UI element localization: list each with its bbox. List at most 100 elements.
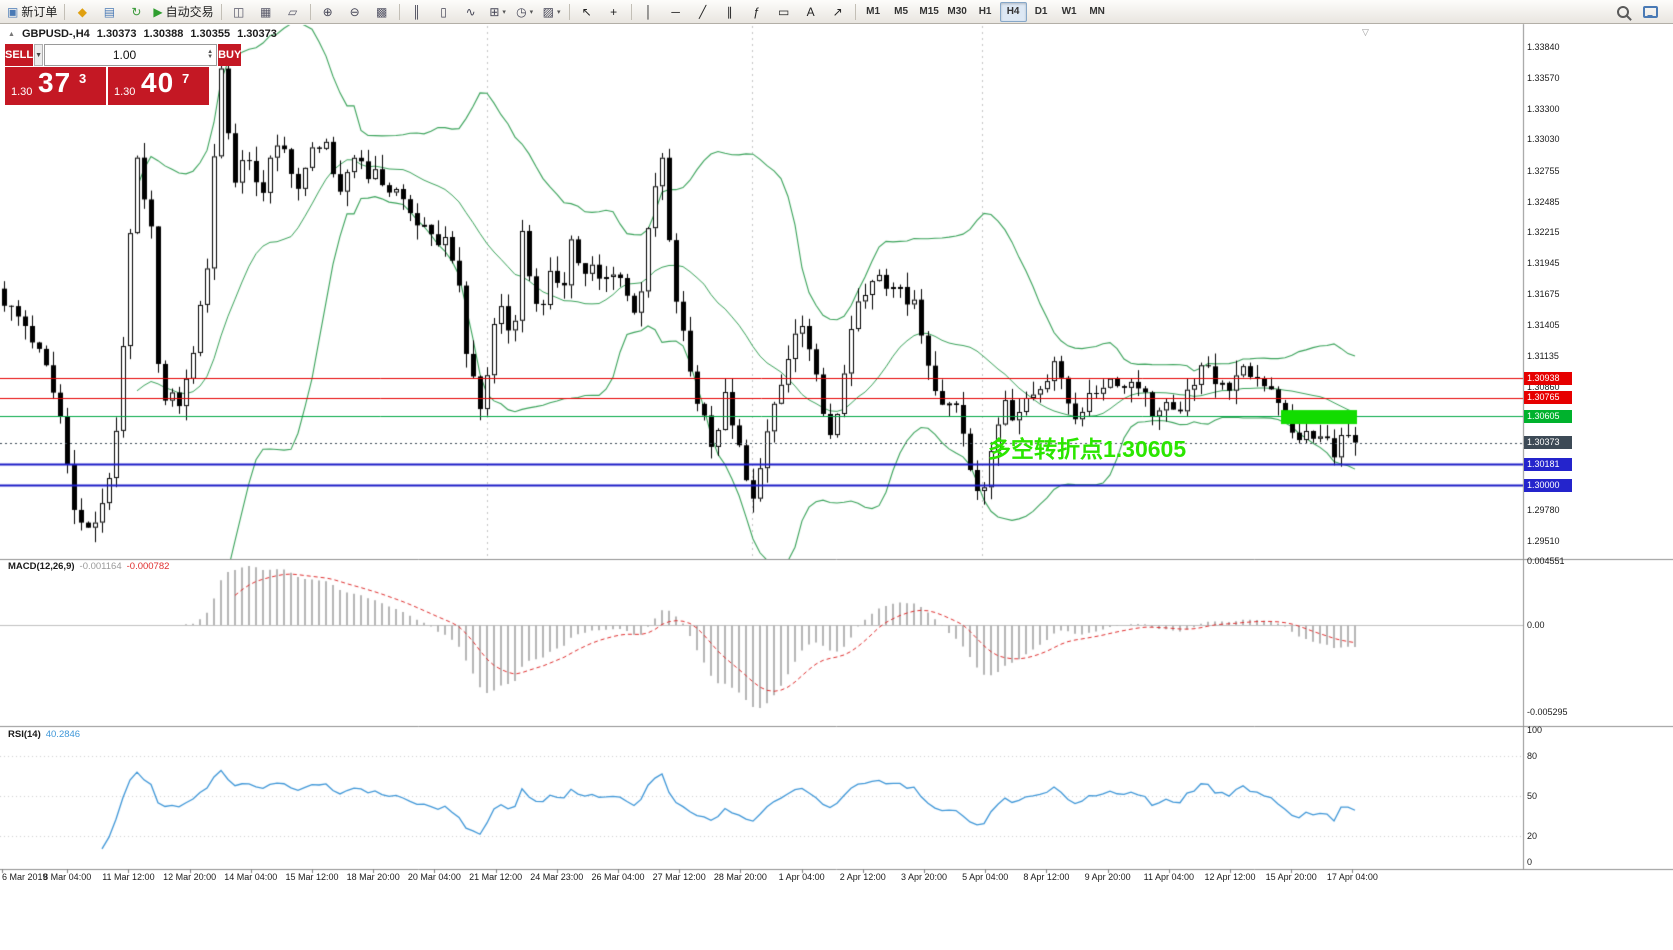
sep-4 — [398, 3, 400, 20]
new-chart-button[interactable]: ⊞ ▾ — [485, 1, 511, 23]
macd-axis-label: -0.005295 — [1527, 707, 1568, 717]
timeframe-w1[interactable]: W1 — [1061, 6, 1077, 17]
arrows-button[interactable]: ↗ — [825, 1, 851, 23]
trendline-button[interactable]: ╱ — [690, 1, 716, 23]
cascade-windows-button[interactable]: ▱ — [280, 1, 306, 23]
autotrading-button[interactable]: ▶ 自动交易 — [150, 1, 216, 23]
rsi-axis-label: 50 — [1527, 791, 1538, 801]
sell-button[interactable]: SELL — [5, 44, 34, 66]
price-axis-label: 1.31675 — [1527, 289, 1560, 299]
time-axis-label: 21 Mar 12:00 — [469, 872, 523, 882]
zoom-out-icon: ⊖ — [349, 4, 360, 19]
turning-point-annotation: 多空转折点1.30605 — [988, 436, 1187, 462]
bar-chart-button[interactable]: ║ — [404, 1, 430, 23]
spinner-up-icon[interactable]: ▲ — [207, 49, 214, 55]
trade-panel-dropdown[interactable]: ▼ — [34, 44, 44, 66]
sep-6 — [630, 3, 632, 20]
time-axis-label: 6 Mar 2019 — [2, 872, 48, 882]
sep-1 — [64, 3, 66, 20]
new-chart-icon: ⊞ — [489, 4, 500, 19]
tile-windows-icon: ◫ — [232, 4, 245, 19]
arrange-windows-icon: ▦ — [259, 4, 272, 19]
toolbar: ▣ 新订单 ◆ ▤ ↻ ▶ 自动交易 ◫ ▦ ▱ ⊕ ⊖ ▩ ║ ▯ ∿ ⊞ ▾ ◷ ▾ ▨ ▾ ↖ + │ ─ ╱ ∥ ƒ ▭ A ↗ M1… — [0, 0, 1673, 24]
arrange-windows-button[interactable]: ▦ — [253, 1, 279, 23]
search-button[interactable] — [1610, 1, 1636, 23]
chevron-down-icon: ▼ — [35, 51, 43, 59]
price-axis-label: 1.32755 — [1527, 165, 1560, 176]
price-axis-label: 1.31405 — [1527, 319, 1560, 330]
line-chart-icon: ∿ — [465, 4, 476, 19]
rsi-name: RSI(14) — [8, 729, 41, 740]
chat-icon — [1642, 5, 1658, 18]
price-axis-label: 1.33570 — [1527, 72, 1560, 83]
refresh-button[interactable]: ↻ — [123, 1, 149, 23]
spinner-down-icon[interactable]: ▼ — [207, 54, 214, 60]
candlestick-button[interactable]: ▯ — [431, 1, 457, 23]
templates-icon: ▨ — [542, 4, 555, 19]
timeframe-mn[interactable]: MN — [1089, 6, 1105, 17]
price-axis-label: 1.32215 — [1527, 227, 1560, 238]
chat-button[interactable] — [1637, 1, 1663, 23]
tile-windows-button[interactable]: ◫ — [226, 1, 252, 23]
line-chart-button[interactable]: ∿ — [458, 1, 484, 23]
time-axis-label: 20 Mar 04:00 — [407, 872, 461, 882]
fibonacci-button[interactable]: ƒ — [744, 1, 770, 23]
timeframe-m1[interactable]: M1 — [866, 6, 881, 17]
market-watch-button[interactable]: ▤ — [96, 1, 122, 23]
time-axis-label: 9 Apr 20:00 — [1084, 872, 1131, 882]
rsi-value: 40.2846 — [45, 729, 81, 740]
market-watch-icon: ▤ — [103, 4, 116, 19]
zoom-out-button[interactable]: ⊖ — [342, 1, 368, 23]
buy-price-box[interactable]: 1.30 40 7 — [108, 67, 209, 105]
text-icon: A — [806, 4, 815, 19]
zoom-in-button[interactable]: ⊕ — [315, 1, 341, 23]
metaquotes-button[interactable]: ◆ — [69, 1, 95, 23]
sell-price-box[interactable]: 1.30 37 3 — [5, 67, 106, 105]
new-order-icon: ▣ — [7, 4, 19, 19]
timeframe-m30[interactable]: M30 — [947, 6, 967, 17]
shapes-button[interactable]: ▭ — [771, 1, 797, 23]
ohlc-high: 1.30388 — [143, 28, 184, 40]
time-axis-label: 24 Mar 23:00 — [530, 872, 584, 882]
macd-axis-label: 0.004551 — [1527, 556, 1565, 566]
crosshair-button[interactable]: + — [601, 1, 627, 23]
sep-7 — [854, 3, 856, 20]
ohlc-close: 1.30373 — [237, 28, 277, 40]
autotrading-play-icon: ▶ — [153, 4, 163, 19]
templates-button[interactable]: ▨ ▾ — [539, 1, 565, 23]
cursor-button[interactable]: ↖ — [574, 1, 600, 23]
buy-button[interactable]: BUY — [218, 44, 242, 66]
rsi-axis-label: 100 — [1527, 725, 1543, 735]
price-axis-label: 1.29510 — [1527, 536, 1560, 546]
time-axis-label: 12 Mar 20:00 — [163, 872, 217, 882]
horizontal-line-button[interactable]: ─ — [663, 1, 689, 23]
price-axis-label: 1.30860 — [1527, 381, 1560, 392]
timeframe-d1[interactable]: D1 — [1034, 6, 1048, 17]
time-axis-label: 8 Mar 04:00 — [43, 872, 92, 882]
vertical-line-button[interactable]: │ — [636, 1, 662, 23]
volume-input[interactable] — [45, 47, 205, 63]
timeframe-m5[interactable]: M5 — [894, 6, 909, 17]
price-axis-label: 1.33840 — [1527, 42, 1560, 52]
clock-icon: ◷ — [516, 4, 527, 19]
sell-price-sup: 3 — [79, 71, 87, 86]
trendline-icon: ╱ — [698, 4, 707, 19]
grid-button[interactable]: ▩ — [369, 1, 395, 23]
timeframe-m15[interactable]: M15 — [919, 6, 939, 17]
macd-indicator-label: MACD(12,26,9) -0.001164 -0.000782 — [8, 561, 169, 572]
timeframe-h1[interactable]: H1 — [978, 6, 992, 17]
refresh-icon: ↻ — [131, 4, 142, 19]
cascade-windows-icon: ▱ — [287, 4, 298, 19]
profiles-button[interactable]: ◷ ▾ — [512, 1, 538, 23]
new-order-button[interactable]: ▣ 新订单 — [4, 1, 60, 23]
sell-price-big: 37 — [38, 67, 72, 98]
ohlc-low: 1.30355 — [190, 28, 231, 40]
text-button[interactable]: A — [798, 1, 824, 23]
fibonacci-icon: ƒ — [753, 4, 760, 19]
channel-button[interactable]: ∥ — [717, 1, 743, 23]
new-order-button-label: 新订单 — [21, 5, 58, 19]
timeframe-h4[interactable]: H4 — [999, 1, 1027, 22]
macd-signal-value: -0.000782 — [126, 561, 170, 572]
price-axis-label: 1.29780 — [1527, 505, 1560, 516]
